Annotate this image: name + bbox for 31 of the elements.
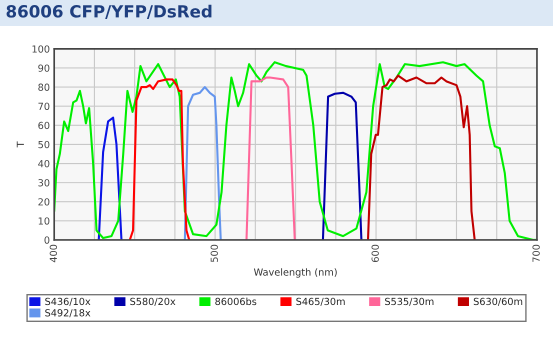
y-tick-label: 10 (38, 217, 50, 225)
y-tick-label: 60 (38, 122, 50, 130)
line-series (128, 78, 190, 240)
y-tick-label: 30 (38, 179, 50, 186)
legend-label: S630/60m (474, 298, 522, 306)
y-axis-title: T (16, 141, 24, 148)
line-series (366, 74, 476, 240)
legend-label: S436/10x (45, 298, 90, 306)
legend-label: S465/30m (296, 298, 345, 306)
legend-label: S580/20x (130, 298, 176, 306)
chart-title: 86006 CFP/YFP/DsRed (6, 4, 212, 19)
y-tick-label: 80 (38, 84, 50, 91)
x-tick-label: 500 (210, 244, 218, 262)
x-axis-title: Wavelength (nm) (254, 268, 337, 278)
x-tick-label: 700 (532, 244, 540, 262)
legend-label: S535/30m (385, 298, 434, 306)
legend-label: S492/18x (45, 309, 90, 318)
y-tick-label: 0 (44, 236, 50, 244)
y-tick-label: 70 (38, 102, 50, 110)
line-series (184, 86, 222, 240)
legend-label: 86006bs (215, 298, 256, 306)
line-series (98, 116, 123, 240)
y-tick-label: 100 (32, 45, 50, 53)
y-tick-label: 90 (38, 64, 50, 72)
line-series (322, 92, 362, 240)
x-tick-label: 400 (50, 244, 58, 262)
y-tick-label: 20 (38, 198, 50, 206)
x-tick-label: 600 (372, 244, 379, 262)
y-tick-label: 50 (38, 140, 50, 148)
y-tick-label: 40 (38, 160, 50, 168)
line-series (245, 76, 296, 240)
